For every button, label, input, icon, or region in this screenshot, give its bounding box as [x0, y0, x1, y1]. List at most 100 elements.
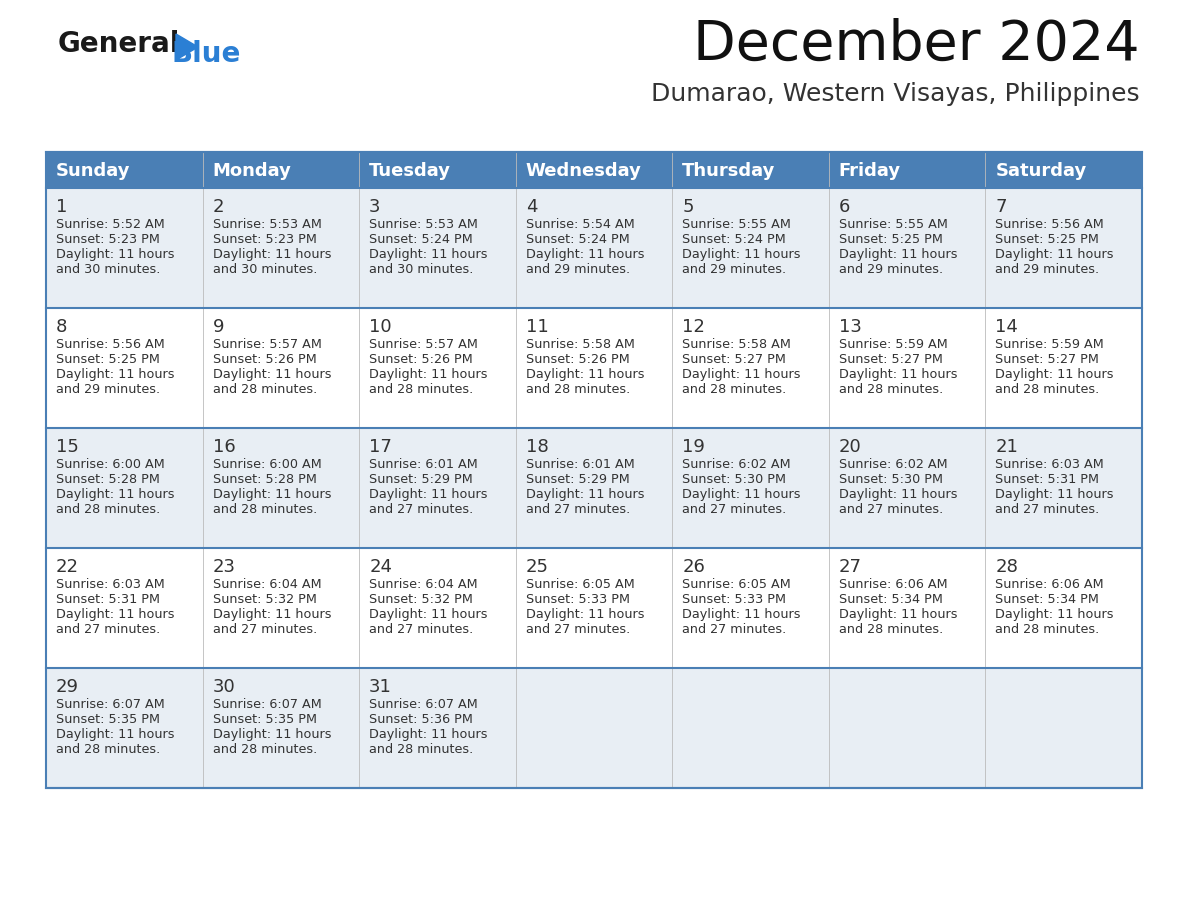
- Text: Sunset: 5:34 PM: Sunset: 5:34 PM: [839, 593, 943, 606]
- Text: 5: 5: [682, 198, 694, 216]
- Text: Sunrise: 5:56 AM: Sunrise: 5:56 AM: [56, 338, 165, 351]
- Text: Daylight: 11 hours: Daylight: 11 hours: [213, 728, 331, 741]
- Text: 15: 15: [56, 438, 78, 456]
- Polygon shape: [176, 34, 198, 60]
- Text: Sunset: 5:26 PM: Sunset: 5:26 PM: [369, 353, 473, 366]
- Text: 30: 30: [213, 678, 235, 696]
- Text: Daylight: 11 hours: Daylight: 11 hours: [56, 728, 175, 741]
- Text: 11: 11: [526, 318, 549, 336]
- Text: Sunrise: 5:56 AM: Sunrise: 5:56 AM: [996, 218, 1104, 231]
- Text: and 28 minutes.: and 28 minutes.: [213, 503, 317, 516]
- Text: and 28 minutes.: and 28 minutes.: [213, 383, 317, 396]
- Text: and 28 minutes.: and 28 minutes.: [526, 383, 630, 396]
- Text: 28: 28: [996, 558, 1018, 576]
- Text: Friday: Friday: [839, 162, 901, 180]
- Text: 29: 29: [56, 678, 78, 696]
- Text: 31: 31: [369, 678, 392, 696]
- Text: Sunday: Sunday: [56, 162, 131, 180]
- Text: Sunrise: 6:07 AM: Sunrise: 6:07 AM: [369, 698, 478, 711]
- Text: and 28 minutes.: and 28 minutes.: [996, 383, 1100, 396]
- Text: Sunset: 5:30 PM: Sunset: 5:30 PM: [839, 473, 943, 486]
- Text: 18: 18: [526, 438, 549, 456]
- Text: Sunrise: 5:53 AM: Sunrise: 5:53 AM: [213, 218, 322, 231]
- Text: 25: 25: [526, 558, 549, 576]
- Text: Daylight: 11 hours: Daylight: 11 hours: [996, 368, 1114, 381]
- Text: and 28 minutes.: and 28 minutes.: [839, 383, 943, 396]
- Text: and 28 minutes.: and 28 minutes.: [839, 623, 943, 636]
- Text: Sunset: 5:23 PM: Sunset: 5:23 PM: [213, 233, 316, 246]
- Text: Daylight: 11 hours: Daylight: 11 hours: [996, 248, 1114, 261]
- Text: Sunrise: 5:57 AM: Sunrise: 5:57 AM: [369, 338, 478, 351]
- Text: and 28 minutes.: and 28 minutes.: [213, 743, 317, 756]
- Text: Sunset: 5:27 PM: Sunset: 5:27 PM: [996, 353, 1099, 366]
- Text: 17: 17: [369, 438, 392, 456]
- Text: and 28 minutes.: and 28 minutes.: [369, 743, 473, 756]
- Bar: [46, 152, 1142, 788]
- Text: 21: 21: [996, 438, 1018, 456]
- Text: and 27 minutes.: and 27 minutes.: [369, 503, 473, 516]
- Text: 27: 27: [839, 558, 861, 576]
- Text: Daylight: 11 hours: Daylight: 11 hours: [56, 248, 175, 261]
- Text: Daylight: 11 hours: Daylight: 11 hours: [56, 368, 175, 381]
- Text: Sunrise: 6:01 AM: Sunrise: 6:01 AM: [369, 458, 478, 471]
- Text: Sunset: 5:31 PM: Sunset: 5:31 PM: [996, 473, 1099, 486]
- Bar: [46, 152, 1142, 188]
- Text: and 30 minutes.: and 30 minutes.: [213, 263, 317, 276]
- Text: Sunset: 5:28 PM: Sunset: 5:28 PM: [213, 473, 316, 486]
- Text: and 28 minutes.: and 28 minutes.: [56, 743, 160, 756]
- Text: Sunrise: 5:55 AM: Sunrise: 5:55 AM: [682, 218, 791, 231]
- Bar: [46, 548, 1142, 668]
- Text: Daylight: 11 hours: Daylight: 11 hours: [213, 608, 331, 621]
- Text: Sunset: 5:29 PM: Sunset: 5:29 PM: [369, 473, 473, 486]
- Text: Sunrise: 6:07 AM: Sunrise: 6:07 AM: [213, 698, 321, 711]
- Text: and 27 minutes.: and 27 minutes.: [56, 623, 160, 636]
- Text: and 27 minutes.: and 27 minutes.: [682, 503, 786, 516]
- Text: Sunset: 5:27 PM: Sunset: 5:27 PM: [839, 353, 943, 366]
- Text: Blue: Blue: [172, 40, 241, 68]
- Text: Sunrise: 6:06 AM: Sunrise: 6:06 AM: [839, 578, 948, 591]
- Text: Sunrise: 5:59 AM: Sunrise: 5:59 AM: [839, 338, 948, 351]
- Text: Sunset: 5:26 PM: Sunset: 5:26 PM: [526, 353, 630, 366]
- Text: Daylight: 11 hours: Daylight: 11 hours: [682, 488, 801, 501]
- Text: Sunset: 5:30 PM: Sunset: 5:30 PM: [682, 473, 786, 486]
- Text: Sunset: 5:23 PM: Sunset: 5:23 PM: [56, 233, 160, 246]
- Text: and 30 minutes.: and 30 minutes.: [369, 263, 474, 276]
- Text: Sunset: 5:25 PM: Sunset: 5:25 PM: [839, 233, 943, 246]
- Text: Daylight: 11 hours: Daylight: 11 hours: [996, 608, 1114, 621]
- Text: Sunset: 5:24 PM: Sunset: 5:24 PM: [526, 233, 630, 246]
- Text: Sunrise: 6:07 AM: Sunrise: 6:07 AM: [56, 698, 165, 711]
- Text: Sunset: 5:35 PM: Sunset: 5:35 PM: [213, 713, 316, 726]
- Text: and 28 minutes.: and 28 minutes.: [996, 623, 1100, 636]
- Text: Sunset: 5:24 PM: Sunset: 5:24 PM: [682, 233, 786, 246]
- Text: and 29 minutes.: and 29 minutes.: [682, 263, 786, 276]
- Text: Sunset: 5:34 PM: Sunset: 5:34 PM: [996, 593, 1099, 606]
- Text: 4: 4: [526, 198, 537, 216]
- Text: 2: 2: [213, 198, 225, 216]
- Text: Sunrise: 6:01 AM: Sunrise: 6:01 AM: [526, 458, 634, 471]
- Text: and 29 minutes.: and 29 minutes.: [56, 383, 160, 396]
- Text: Sunset: 5:31 PM: Sunset: 5:31 PM: [56, 593, 160, 606]
- Text: Daylight: 11 hours: Daylight: 11 hours: [526, 608, 644, 621]
- Text: 20: 20: [839, 438, 861, 456]
- Text: December 2024: December 2024: [694, 18, 1140, 72]
- Text: and 27 minutes.: and 27 minutes.: [996, 503, 1100, 516]
- Text: Sunrise: 6:03 AM: Sunrise: 6:03 AM: [56, 578, 165, 591]
- Text: Sunrise: 6:05 AM: Sunrise: 6:05 AM: [682, 578, 791, 591]
- Text: and 27 minutes.: and 27 minutes.: [839, 503, 943, 516]
- Text: 14: 14: [996, 318, 1018, 336]
- Text: Sunrise: 5:54 AM: Sunrise: 5:54 AM: [526, 218, 634, 231]
- Text: Dumarao, Western Visayas, Philippines: Dumarao, Western Visayas, Philippines: [651, 82, 1140, 106]
- Text: Sunset: 5:33 PM: Sunset: 5:33 PM: [682, 593, 786, 606]
- Text: Daylight: 11 hours: Daylight: 11 hours: [213, 488, 331, 501]
- Text: Daylight: 11 hours: Daylight: 11 hours: [369, 608, 487, 621]
- Text: 13: 13: [839, 318, 861, 336]
- Text: Daylight: 11 hours: Daylight: 11 hours: [213, 248, 331, 261]
- Text: 23: 23: [213, 558, 235, 576]
- Text: Sunset: 5:26 PM: Sunset: 5:26 PM: [213, 353, 316, 366]
- Text: Sunset: 5:25 PM: Sunset: 5:25 PM: [996, 233, 1099, 246]
- Text: and 27 minutes.: and 27 minutes.: [526, 623, 630, 636]
- Bar: [46, 188, 1142, 308]
- Text: Sunrise: 5:57 AM: Sunrise: 5:57 AM: [213, 338, 322, 351]
- Text: Sunset: 5:36 PM: Sunset: 5:36 PM: [369, 713, 473, 726]
- Text: Daylight: 11 hours: Daylight: 11 hours: [369, 368, 487, 381]
